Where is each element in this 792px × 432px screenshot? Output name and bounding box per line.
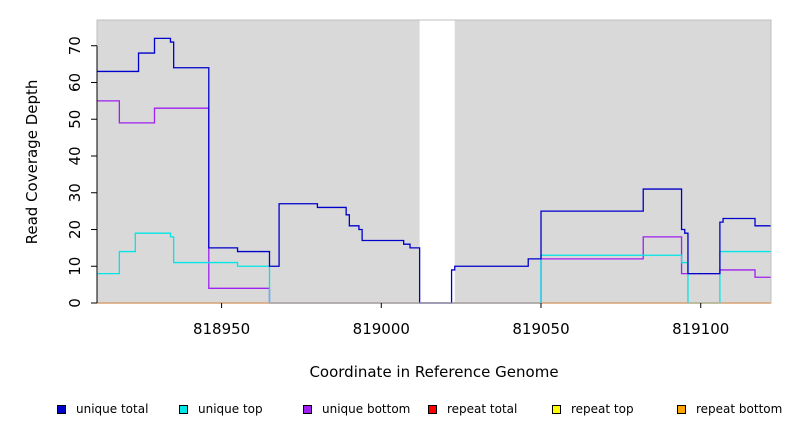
y-tick-label: 50 [66,110,84,129]
x-tick-label: 818950 [193,320,250,338]
x-axis-label: Coordinate in Reference Genome [309,363,558,381]
y-tick-label: 20 [66,220,84,239]
legend-label: unique top [198,402,263,416]
legend-label: unique total [76,402,149,416]
series-line-unique-total [97,37,771,304]
legend-item-repeat-total: repeat total [428,400,517,418]
legend-swatch [303,404,312,414]
legend-item-repeat-bottom: repeat bottom [677,400,782,418]
y-tick-label: 70 [66,36,84,55]
x-axis: 818950 819000 819050 819100 [193,303,729,338]
legend-swatch [179,404,188,414]
x-tick-label: 819100 [672,320,729,338]
legend-item-unique-bottom: unique bottom [303,400,410,418]
legend: unique total unique top unique bottom repea… [0,400,792,420]
legend-swatch [57,404,66,414]
y-tick-label: 30 [66,183,84,202]
legend-item-unique-top: unique top [179,400,263,418]
x-tick-label: 819000 [353,320,410,338]
y-tick-label: 60 [66,73,84,92]
legend-label: unique bottom [322,402,411,416]
legend-item-repeat-top: repeat top [552,400,634,418]
legend-label: repeat top [571,402,634,416]
y-tick-label: 0 [66,298,84,308]
y-tick-label: 40 [66,146,84,165]
legend-label: repeat bottom [696,402,783,416]
x-tick-label: 819050 [512,320,569,338]
gap-region [419,20,455,303]
y-axis-label: Read Coverage Depth [23,80,41,245]
y-tick-label: 10 [66,257,84,276]
y-axis: 0 10 20 30 40 50 60 70 [66,36,98,308]
legend-swatch [552,404,561,414]
legend-swatch [677,404,686,414]
legend-item-unique-total: unique total [57,400,148,418]
series-line-unique-top [97,232,771,304]
legend-label: repeat total [447,402,518,416]
legend-swatch [428,404,437,414]
